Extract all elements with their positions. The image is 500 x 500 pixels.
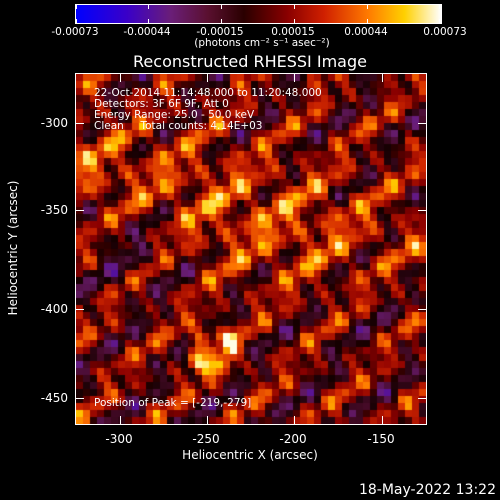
x-tick-label: -200 (279, 432, 307, 446)
peak-position-annotation: Position of Peak = [-219,-279] (94, 397, 252, 409)
colorbar-tick-label: -0.00015 (196, 26, 244, 38)
timestamp: 18-May-2022 13:22 (358, 482, 496, 498)
y-tick-label: -450 (40, 391, 68, 405)
detectors-annotation: Detectors: 3F 6F 9F, Att 0 (94, 98, 229, 110)
image-plot: 22-Oct-2014 11:14:48.000 to 11:20:48.000… (75, 73, 427, 425)
x-tick-label: -250 (192, 432, 220, 446)
time-range-annotation: 22-Oct-2014 11:14:48.000 to 11:20:48.000 (94, 87, 322, 99)
colorbar-units: (photons cm⁻² s⁻¹ asec⁻²) (194, 37, 330, 49)
plot-title: Reconstructed RHESSI Image (133, 52, 367, 71)
y-axis-label: Heliocentric Y (arcsec) (6, 180, 20, 316)
x-tick-label: -300 (105, 432, 133, 446)
algorithm-counts-annotation: Clean Total counts: 4.14E+03 (94, 120, 263, 132)
y-tick-label: -350 (40, 203, 68, 217)
colorbar-tick-label: -0.00073 (51, 26, 99, 38)
y-tick-label: -300 (40, 116, 68, 130)
energy-range-annotation: Energy Range: 25.0 - 50.0 keV (94, 109, 255, 121)
colorbar-tick-label: 0.00015 (271, 26, 315, 38)
y-tick-label: -400 (40, 302, 68, 316)
x-tick-label: -150 (367, 432, 395, 446)
colorbar (75, 4, 442, 24)
x-axis-label: Heliocentric X (arcsec) (182, 448, 318, 462)
reconstructed-image (76, 74, 426, 424)
colorbar-tick-label: 0.00073 (423, 26, 467, 38)
colorbar-tick-label: 0.00044 (344, 26, 388, 38)
colorbar-tick-label: -0.00044 (123, 26, 171, 38)
